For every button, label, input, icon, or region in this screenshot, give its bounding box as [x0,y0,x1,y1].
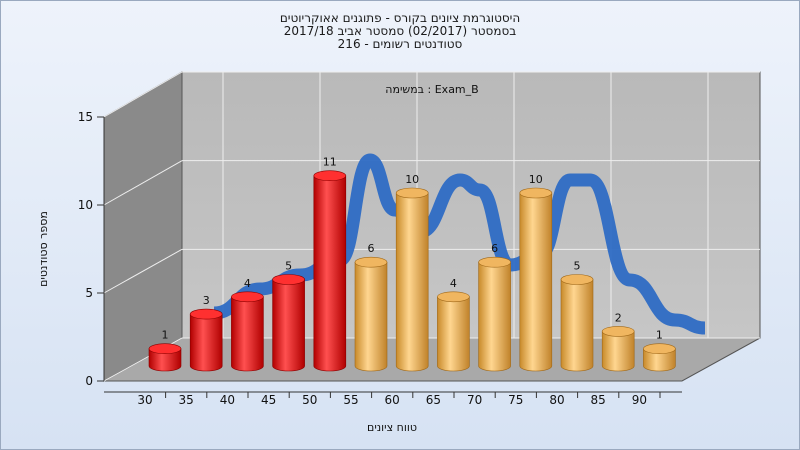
bar [560,274,594,372]
bar [437,291,470,372]
bar-body [148,348,182,372]
bar-body [189,313,223,372]
x-tick-label: 55 [343,393,358,407]
x-tick-label: 70 [467,393,482,407]
bar-top [437,291,470,303]
bar [478,256,511,372]
x-tick-label: 45 [261,393,276,407]
bars-group [148,170,676,372]
chart-titles: היסטוגרמת ציונים בקורס - פתוגנים אאוקריו… [0,12,800,51]
bar-value-label: 10 [529,173,543,186]
bar-top [395,187,429,199]
bar-value-label: 6 [491,242,498,255]
bar-body [437,296,470,372]
bar-body [313,175,347,372]
x-ticks-group: 30 35 40 45 50 55 60 65 70 75 80 85 90 [137,392,661,407]
y-tick-label: 15 [78,110,93,124]
y-axis-title: מספר סטודנטים [37,211,50,287]
bar-top [189,308,223,320]
bar-top [313,170,347,181]
x-tick-label: 80 [549,393,564,407]
bar [354,256,388,372]
bar-value-label: 5 [574,260,581,273]
bar-top [478,256,511,268]
y-tick-label: 5 [85,286,93,300]
bar-top [601,326,635,337]
x-tick-label: 65 [426,393,441,407]
bar-top [148,343,182,355]
bar [148,343,182,372]
bar [601,326,635,372]
chart-subtitle-semester: בסמסטר (02/2017) סמסטר אביב 2017/18 [283,24,517,38]
chart-subtitle-registered: סטודנטים רשומים - 216 [337,37,463,51]
bar-body [560,279,594,372]
bar-body [643,348,676,372]
bar-body [519,192,553,372]
bar [643,343,676,372]
bar [272,274,305,372]
bar [395,187,429,372]
y-tick-label: 10 [78,198,93,212]
bar-top [519,187,553,199]
bar [189,308,223,372]
bar-top [231,291,264,303]
bar-value-label: 5 [285,260,292,273]
x-tick-label: 60 [385,393,400,407]
bar-body [231,296,264,372]
bar-top [272,274,305,285]
bar-body [478,261,511,372]
bar-value-label: 2 [615,311,622,324]
bar-value-label: 3 [203,294,210,307]
x-tick-label: 40 [220,393,235,407]
grid-line-left [103,71,183,118]
bar-value-label: 1 [656,329,663,342]
x-tick-label: 90 [632,393,647,407]
x-axis-title: טווח ציונים [367,421,417,434]
bar-top [643,343,676,355]
bar-value-label: 6 [368,242,375,255]
x-tick-label: 75 [508,393,523,407]
y-tick-label: 0 [85,374,93,388]
grid-line-left [103,160,183,206]
bar-labels-group: 1 3 4 5 11 6 10 4 6 10 5 2 1 [162,156,663,342]
chart-title: היסטוגרמת ציונים בקורס - פתוגנים אאוקריו… [279,11,521,25]
x-tick-label: 50 [302,393,317,407]
bar-body [601,331,635,372]
bar-body [395,192,429,372]
exam-annotation: במשימה : Exam_B [385,83,478,96]
bar-top [560,274,594,285]
x-tick-label: 35 [179,393,194,407]
bar [231,291,264,372]
bar-body [272,279,305,372]
grid-line-left [103,248,183,294]
left-wall [103,71,183,382]
bar-top [354,256,388,268]
x-tick-label: 85 [591,393,606,407]
bar-value-label: 4 [450,277,457,290]
back-wall [181,71,761,339]
bar [519,187,553,372]
bar-value-label: 10 [405,173,419,186]
bar-value-label: 4 [244,277,251,290]
x-tick-label: 30 [137,393,152,407]
bar-value-label: 11 [323,156,337,169]
y-ticks-group: 0 5 10 15 [78,110,104,388]
bar-body [354,261,388,372]
bar [313,170,347,372]
bar-value-label: 1 [162,329,169,342]
